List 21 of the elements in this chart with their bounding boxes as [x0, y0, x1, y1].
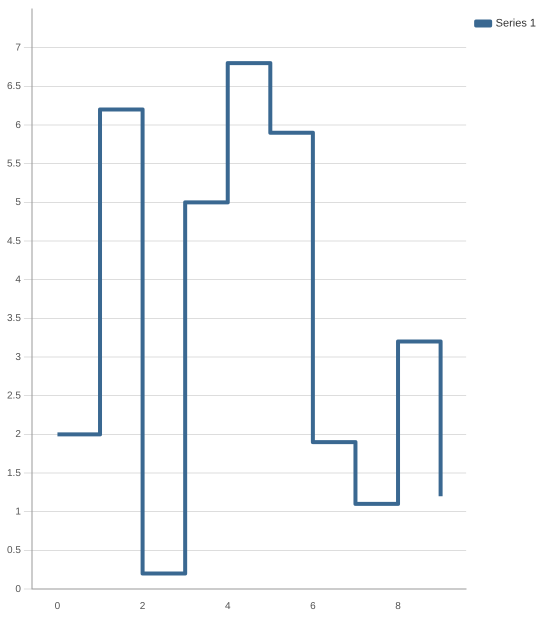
y-tick-label: 7	[15, 42, 22, 54]
y-tick-label: 2	[15, 429, 22, 440]
x-tick-label: 8	[395, 600, 402, 612]
y-tick-label: 3.5	[6, 313, 22, 324]
x-tick-label: 6	[310, 600, 316, 612]
y-tick-label: 6	[15, 120, 22, 131]
y-tick-label: 0.5	[6, 545, 22, 556]
x-tick-label: 2	[140, 600, 146, 612]
y-tick-label: 4	[15, 274, 22, 286]
legend-label: Series 1	[496, 18, 536, 30]
x-tick-label: 0	[54, 600, 61, 612]
y-tick-label: 4.5	[6, 236, 22, 247]
y-tick-label: 1	[15, 506, 22, 518]
y-tick-label: 6.5	[6, 81, 22, 92]
y-tick-label: 3	[15, 352, 22, 363]
y-tick-label: 2.5	[6, 390, 22, 402]
y-tick-label: 5	[15, 197, 22, 208]
x-tick-label: 4	[224, 600, 231, 612]
y-tick-label: 5.5	[6, 158, 22, 170]
y-tick-label: 1.5	[6, 468, 22, 479]
y-tick-label: 0	[15, 584, 22, 595]
